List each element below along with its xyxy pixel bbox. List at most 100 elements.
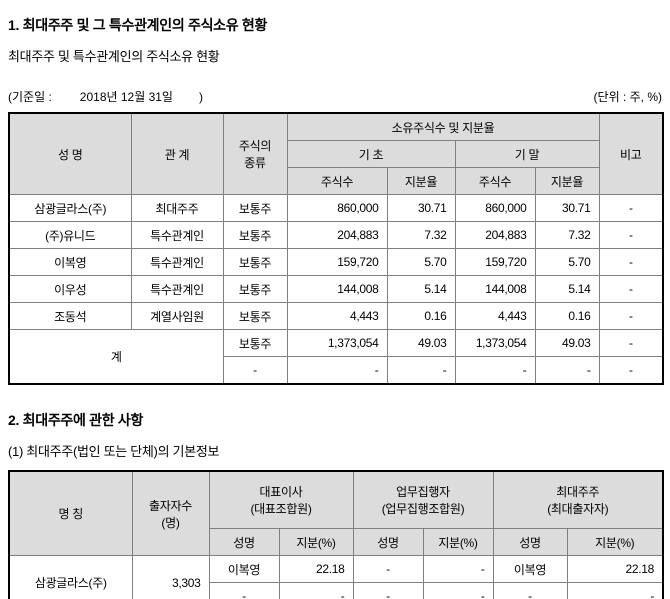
col-stock-type-header: 주식의 종류 bbox=[222, 112, 288, 195]
period-end-header: 기 말 bbox=[454, 140, 600, 168]
share-pct-header: 지분(%) bbox=[278, 528, 354, 556]
table-row: (주)유니드 특수관계인 보통주 204,883 7.32 204,883 7.… bbox=[8, 221, 664, 249]
largest-line2: (최대출자자) bbox=[547, 502, 609, 516]
executive-share-cell: - bbox=[422, 582, 494, 599]
begin-count-cell: 144,008 bbox=[286, 275, 388, 303]
col-note-header: 비고 bbox=[598, 112, 664, 195]
table2-header-row-2: 성명 지분(%) 성명 지분(%) 성명 지분(%) bbox=[9, 528, 664, 556]
stock-type-line2: 종류 bbox=[244, 156, 266, 170]
share-count-header: 주식수 bbox=[454, 167, 536, 195]
begin-ratio-cell: 5.70 bbox=[386, 248, 456, 276]
relation-cell: 계열사임원 bbox=[130, 302, 224, 330]
share-ratio-header: 지분율 bbox=[386, 167, 456, 195]
begin-ratio-cell: - bbox=[386, 356, 456, 385]
relation-cell: 특수관계인 bbox=[130, 248, 224, 276]
largest-group-header: 최대주주 (최대출자자) bbox=[492, 470, 664, 529]
table-row: 이복영 특수관계인 보통주 159,720 5.70 159,720 5.70 … bbox=[8, 248, 664, 276]
entity-name-cell: 삼광글라스(주) bbox=[8, 555, 133, 599]
ceo-line1: 대표이사 bbox=[259, 485, 303, 499]
table1-header-row-3: 주식수 지분율 주식수 지분율 bbox=[9, 167, 663, 195]
begin-ratio-cell: 5.14 bbox=[386, 275, 456, 303]
ceo-share-cell: - bbox=[278, 582, 354, 599]
begin-ratio-cell: 7.32 bbox=[386, 221, 456, 249]
end-ratio-cell: 30.71 bbox=[534, 194, 600, 222]
end-ratio-cell: - bbox=[534, 356, 600, 385]
largest-share-cell: - bbox=[566, 582, 664, 599]
executive-name-cell: - bbox=[352, 582, 424, 599]
shareholder-name-cell: 이복영 bbox=[8, 248, 132, 276]
largest-name-cell: 이복영 bbox=[492, 555, 568, 583]
shareholder-name-cell: (주)유니드 bbox=[8, 221, 132, 249]
begin-count-cell: - bbox=[286, 356, 388, 385]
end-count-cell: 204,883 bbox=[454, 221, 536, 249]
end-count-cell: 144,008 bbox=[454, 275, 536, 303]
ceo-line2: (대표조합원) bbox=[250, 502, 312, 516]
investor-count-line1: 출자자수 bbox=[149, 498, 192, 513]
base-date-value: 2018년 12월 31일 bbox=[79, 90, 173, 104]
table-row: - - - - - - bbox=[9, 582, 664, 599]
note-cell: - bbox=[598, 248, 664, 276]
ownership-group-header: 소유주식수 및 지분율 bbox=[286, 112, 600, 141]
relation-cell: 특수관계인 bbox=[130, 221, 224, 249]
stock-type-line1: 주식의 bbox=[238, 139, 272, 153]
col-relation-header: 관 계 bbox=[130, 112, 224, 195]
base-date: (기준일 : 2018년 12월 31일) bbox=[8, 88, 203, 105]
executive-name-cell: - bbox=[352, 555, 424, 583]
note-cell: - bbox=[598, 356, 664, 385]
note-cell: - bbox=[598, 329, 664, 357]
share-count-header: 주식수 bbox=[286, 167, 388, 195]
executive-line2: (업무집행조합원) bbox=[381, 502, 465, 516]
ceo-name-cell: 이복영 bbox=[208, 555, 280, 583]
person-name-header: 성명 bbox=[492, 528, 568, 556]
relation-cell: 최대주주 bbox=[130, 194, 224, 222]
stock-type-cell: 보통주 bbox=[222, 302, 288, 330]
begin-count-cell: 204,883 bbox=[286, 221, 388, 249]
shareholder-name-cell: 조동석 bbox=[8, 302, 132, 330]
ceo-name-cell: - bbox=[208, 582, 280, 599]
executive-group-header: 업무집행자 (업무집행조합원) bbox=[352, 470, 494, 529]
begin-ratio-cell: 0.16 bbox=[386, 302, 456, 330]
end-ratio-cell: 49.03 bbox=[534, 329, 600, 357]
table1-meta-row: (기준일 : 2018년 12월 31일) (단위 : 주, %) bbox=[8, 88, 662, 105]
investor-count-cell: 3,303 bbox=[131, 555, 210, 599]
stock-type-cell: 보통주 bbox=[222, 221, 288, 249]
table1-header-row-2: 기 초 기 말 bbox=[9, 140, 663, 168]
end-count-cell: 860,000 bbox=[454, 194, 536, 222]
note-cell: - bbox=[598, 275, 664, 303]
base-date-label: (기준일 : bbox=[8, 90, 52, 104]
end-count-cell: - bbox=[454, 356, 536, 385]
col-investor-count-header: 출자자수 (명) bbox=[131, 470, 210, 556]
end-count-cell: 1,373,054 bbox=[454, 329, 536, 357]
begin-count-cell: 159,720 bbox=[286, 248, 388, 276]
section1-title: 1. 최대주주 및 그 특수관계인의 주식소유 현황 bbox=[8, 17, 268, 33]
base-date-close: ) bbox=[198, 90, 203, 104]
stock-type-cell: 보통주 bbox=[222, 248, 288, 276]
total-row: 계 보통주 1,373,054 49.03 1,373,054 49.03 - bbox=[8, 329, 664, 385]
total-label-cell: 계 bbox=[8, 329, 224, 385]
begin-count-cell: 1,373,054 bbox=[286, 329, 388, 357]
section2-title: 2. 최대주주에 관한 사항 bbox=[8, 412, 144, 428]
total-row: - - - - - - bbox=[9, 356, 664, 385]
col-name-header: 성 명 bbox=[8, 112, 132, 195]
stock-type-cell: 보통주 bbox=[222, 194, 288, 222]
investor-count-line2: (명) bbox=[161, 515, 180, 530]
note-cell: - bbox=[598, 221, 664, 249]
table-row: 삼광글라스(주) 최대주주 보통주 860,000 30.71 860,000 … bbox=[8, 194, 664, 222]
shareholding-table: 성 명 관 계 주식의 종류 소유주식수 및 지분율 비고 기 초 기 말 주식… bbox=[8, 112, 665, 385]
end-count-cell: 4,443 bbox=[454, 302, 536, 330]
section1-subtitle: 최대주주 및 특수관계인의 주식소유 현황 bbox=[8, 49, 220, 64]
end-count-cell: 159,720 bbox=[454, 248, 536, 276]
ceo-share-cell: 22.18 bbox=[278, 555, 354, 583]
ceo-group-header: 대표이사 (대표조합원) bbox=[208, 470, 354, 529]
end-ratio-cell: 7.32 bbox=[534, 221, 600, 249]
note-cell: - bbox=[598, 302, 664, 330]
share-ratio-header: 지분율 bbox=[534, 167, 600, 195]
stock-type-cell: 보통주 bbox=[222, 275, 288, 303]
person-name-header: 성명 bbox=[352, 528, 424, 556]
begin-ratio-cell: 30.71 bbox=[386, 194, 456, 222]
begin-ratio-cell: 49.03 bbox=[386, 329, 456, 357]
share-pct-header: 지분(%) bbox=[422, 528, 494, 556]
table2-header-row-1: 명 칭 출자자수 (명) 대표이사 (대표조합원) 업무집행자 (업무집행조합원… bbox=[8, 470, 664, 556]
stock-type-cell: - bbox=[222, 356, 288, 385]
